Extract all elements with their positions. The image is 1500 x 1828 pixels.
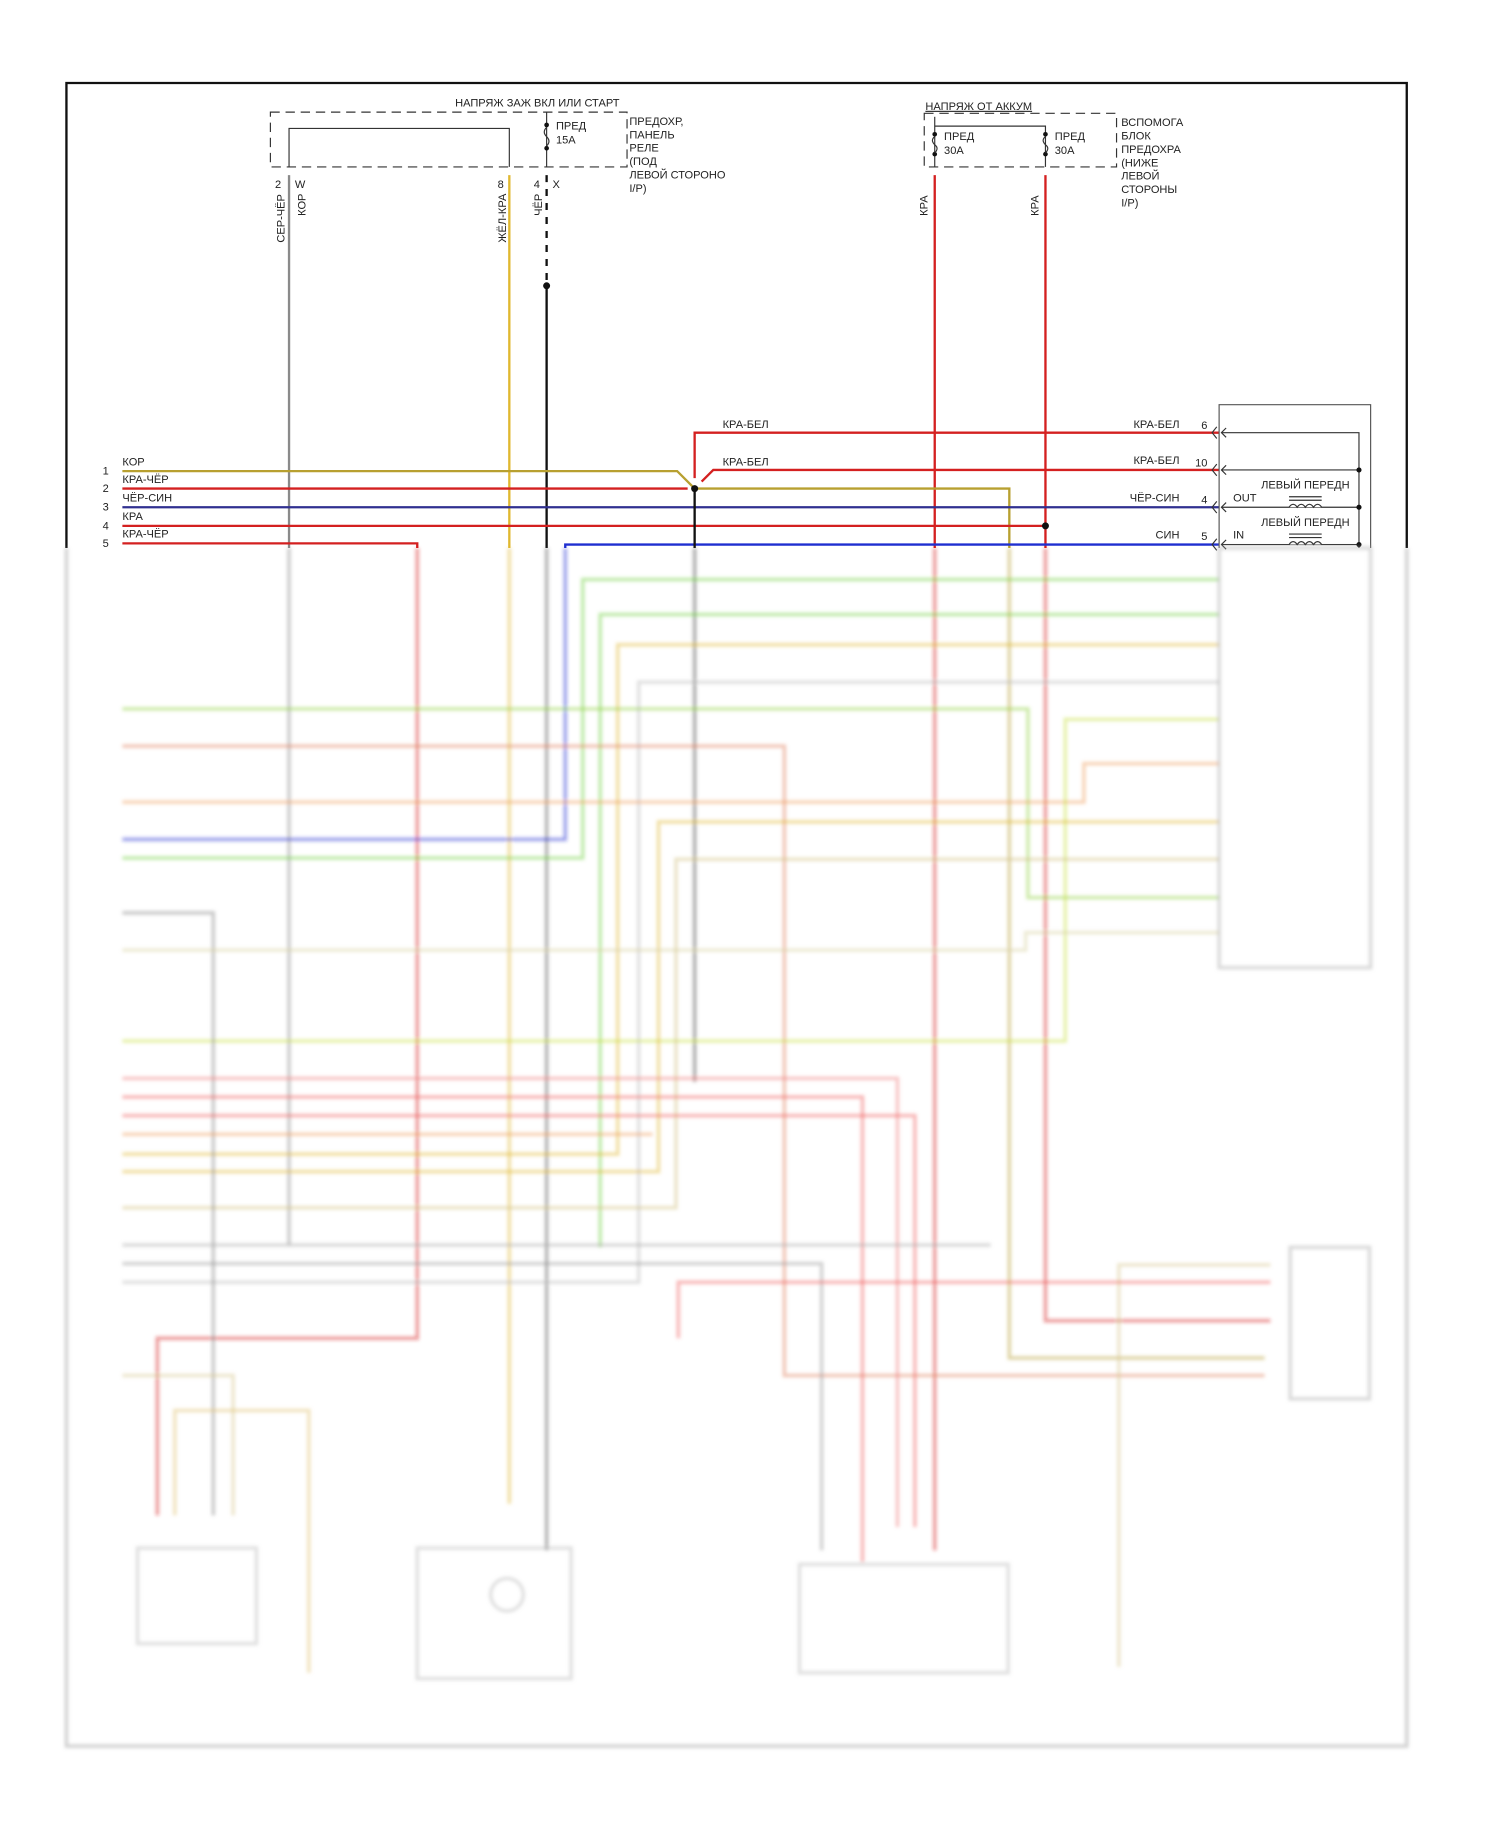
device-label: ЛЕВЫЙ ПЕРЕДН	[1261, 479, 1349, 492]
location-line: РЕЛЕ	[629, 143, 658, 155]
aux-fuse-block-location: ВСПОМОГА БЛОК ПРЕДОХРА (НИЖЕ ЛЕВОЙ СТОРО…	[1121, 117, 1184, 209]
pin-number: 10	[1195, 457, 1207, 469]
location-line: ЛЕВОЙ СТОРОНО	[629, 169, 725, 182]
location-line: I/P)	[1121, 198, 1138, 210]
pin-code: W	[295, 179, 306, 191]
location-line: ПРЕДОХР,	[629, 116, 683, 128]
right-component: КРА-БЕЛ 6 КРА-БЕЛ 10 ЧЁР-СИН 4 СИН 5 OUT…	[1130, 404, 1372, 551]
wire-color-label: ЧЁР-СИН	[122, 492, 172, 504]
splice-dot	[543, 282, 551, 290]
signal-label: OUT	[1233, 492, 1257, 504]
location-line: ПРЕДОХРА	[1121, 144, 1181, 156]
fuse-panel-location: ПРЕДОХР, ПАНЕЛЬ РЕЛЕ (ПОД ЛЕВОЙ СТОРОНО …	[629, 116, 725, 195]
coil-icon	[1288, 496, 1323, 546]
wire-color-label: СИН	[1156, 530, 1180, 542]
splice-dot	[691, 485, 699, 493]
location-line: (ПОД	[629, 156, 657, 168]
wire-color-label: ЧЁР	[533, 194, 545, 216]
fuse-rating: 15A	[556, 135, 576, 147]
blurred-lower-diagram	[64, 546, 1409, 1748]
location-line: СТОРОНЫ	[1121, 184, 1177, 196]
wire-brown	[122, 469, 1011, 549]
pin-number: 6	[1201, 420, 1207, 432]
splice-dot	[1041, 522, 1049, 530]
pin-number: 4	[534, 179, 540, 191]
wire-color-label: ЖЁЛ-КРА	[497, 193, 509, 243]
wire-color-label: КРА	[1029, 195, 1041, 216]
aux-fuse-block-box	[923, 112, 1118, 168]
ignition-supply-label: НАПРЯЖ ЗАЖ ВКЛ ИЛИ СТАРТ	[455, 97, 620, 109]
wire-color-label: КРА-БЕЛ	[1133, 455, 1179, 467]
pin-number: 1	[103, 466, 109, 478]
location-line: ЛЕВОЙ	[1121, 170, 1159, 183]
signal-label: IN	[1233, 530, 1244, 542]
wire-color-label: КОР	[122, 456, 144, 468]
wire-color-label: КРА-ЧЁР	[122, 529, 168, 541]
wire-blue	[564, 543, 1220, 549]
fuse-relay-panel-box	[269, 111, 628, 168]
wire-color-label: СЕР-ЧЁР	[275, 194, 287, 243]
wire-color-label: КРА	[919, 195, 931, 216]
wire-color-label: ЧЁР-СИН	[1130, 492, 1180, 504]
wire-color-label: КРА-БЕЛ	[1133, 419, 1179, 431]
wire-color-label: КРА-БЕЛ	[723, 456, 769, 468]
fuse-label: ПРЕД	[556, 121, 587, 133]
fuse-rating: 30A	[1055, 145, 1075, 157]
fuse-label: ПРЕД	[1055, 131, 1086, 143]
wire-color-label: КРА-ЧЁР	[122, 474, 168, 486]
battery-supply-label: НАПРЯЖ ОТ АККУМ	[925, 101, 1032, 113]
internal-jumper	[288, 127, 510, 167]
wire-red-white	[700, 468, 1220, 483]
location-line: ПАНЕЛЬ	[629, 129, 674, 141]
wire-red-black	[122, 542, 419, 549]
location-line: ВСПОМОГА	[1121, 117, 1184, 129]
pin-number: 5	[103, 538, 109, 550]
fuse-rating: 30A	[944, 145, 964, 157]
diagram-frame	[65, 81, 1408, 549]
pin-number: 4	[1201, 495, 1207, 507]
fuse-label: ПРЕД	[944, 131, 975, 143]
left-connector: 1 КОР 2 КРА-ЧЁР 3 ЧЁР-СИН 4 КРА 5 КРА-ЧЁ…	[103, 456, 173, 550]
pin-number: 2	[103, 483, 109, 495]
fuse-15a-icon	[543, 122, 550, 151]
wire-red-white	[693, 431, 1220, 479]
device-label: ЛЕВЫЙ ПЕРЕДН	[1261, 516, 1349, 529]
wire-color-label: КОР	[296, 194, 308, 216]
pin-number: 8	[498, 179, 504, 191]
pin-number: 5	[1201, 531, 1207, 543]
wire-color-label: КРА-БЕЛ	[723, 419, 769, 431]
fuse-30a-icon	[931, 131, 1049, 157]
pin-number: 4	[103, 520, 109, 532]
location-line: БЛОК	[1121, 131, 1151, 143]
location-line: I/P)	[629, 183, 646, 195]
location-line: (НИЖЕ	[1121, 157, 1158, 169]
pin-number: 3	[103, 502, 109, 514]
pin-number: 2	[275, 179, 281, 191]
wire-color-label: КРА	[122, 511, 143, 523]
pin-code: X	[552, 179, 560, 191]
